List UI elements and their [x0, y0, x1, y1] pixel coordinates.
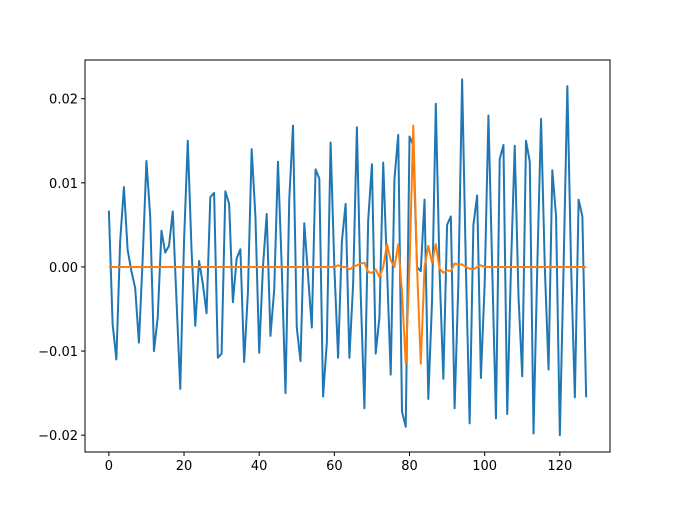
- y-tick-label: 0.02: [49, 93, 78, 108]
- x-tick-label: 100: [472, 459, 497, 474]
- y-tick-label: 0.00: [49, 261, 78, 276]
- x-tick-label: 20: [176, 459, 193, 474]
- x-tick-label: 0: [105, 459, 113, 474]
- data-line: [107, 78, 588, 437]
- x-tick-label: 80: [401, 459, 418, 474]
- x-tick-label: 40: [251, 459, 268, 474]
- y-tick-label: −0.01: [38, 345, 78, 360]
- plot-frame: [84, 59, 611, 453]
- x-tick-label: 120: [547, 459, 572, 474]
- x-tick-label: 60: [326, 459, 343, 474]
- y-tick-label: 0.01: [49, 177, 78, 192]
- data-line: [108, 124, 587, 365]
- y-tick-label: −0.02: [38, 429, 78, 444]
